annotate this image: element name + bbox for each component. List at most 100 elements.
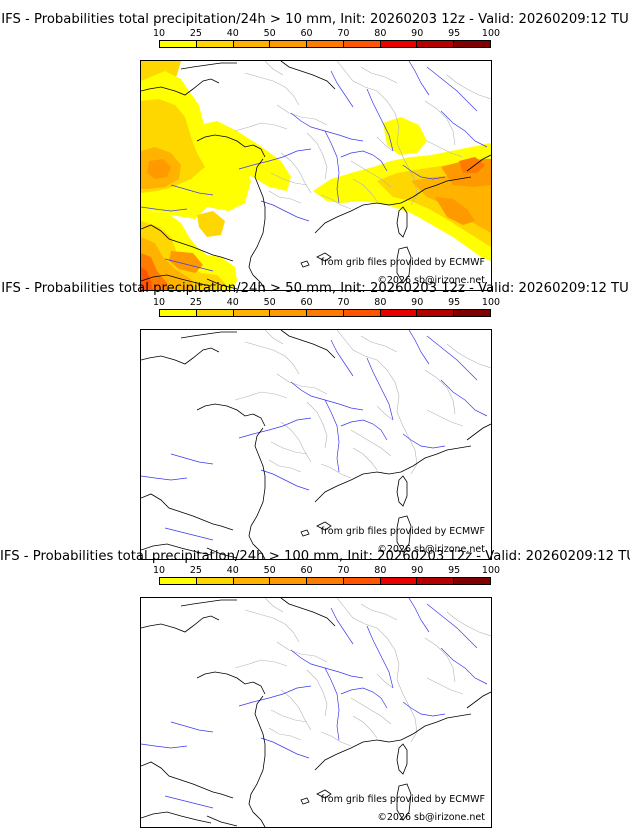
admin-border (376, 405, 394, 421)
admin-border (280, 421, 312, 463)
coastlines (141, 61, 491, 290)
coastline (141, 543, 212, 556)
colorbar-tick-label: 70 (337, 297, 350, 308)
colorbar-tick-label: 80 (374, 565, 387, 576)
admin-border (376, 136, 394, 152)
admin-border (244, 609, 300, 643)
coastline (314, 176, 472, 234)
precip-area (383, 117, 427, 155)
admin-border (270, 172, 308, 186)
colorbar-tick-label: 10 (152, 565, 166, 576)
coastline (141, 274, 212, 287)
panel-title: IFS - Probabilities total precipitation/… (0, 549, 630, 564)
admin-border (264, 598, 284, 613)
precip-area (197, 211, 225, 237)
admin-border (268, 727, 302, 741)
river (170, 184, 214, 196)
admin-border (234, 659, 288, 669)
admin-border (276, 373, 328, 395)
island-balearic (300, 252, 332, 268)
river (340, 150, 388, 172)
source-credit: from grib files provided by ECMWF (320, 257, 485, 268)
colorbar-tick-label: 40 (226, 565, 239, 576)
colorbar (159, 577, 491, 585)
coastline (180, 331, 237, 339)
map-panel-100mm: IFS - Probabilities total precipitation/… (0, 549, 630, 828)
admin-border (360, 603, 398, 621)
admin-border (264, 61, 284, 76)
admin-border (336, 61, 418, 206)
coastline (280, 598, 336, 627)
coastline (280, 330, 336, 359)
map-svg (141, 61, 491, 290)
precip-map: from grib files provided by ECMWF ©2026 … (140, 60, 492, 291)
colorbar-segment (417, 310, 455, 316)
colorbar-segment (307, 578, 344, 584)
precip-area (459, 157, 485, 173)
admin-border (424, 369, 456, 415)
admin-border (306, 401, 328, 449)
admin-border (352, 715, 378, 739)
admin-border (320, 731, 352, 747)
copyright-credit: ©2026 sb@irizone.net (377, 544, 485, 555)
coastline (206, 547, 238, 559)
map-panel-50mm: IFS - Probabilities total precipitation/… (0, 281, 630, 560)
admin-border (276, 104, 328, 126)
colorbar-segment (454, 310, 491, 316)
river (324, 130, 340, 204)
colorbar-segment (196, 41, 234, 47)
colorbar-segment (196, 578, 234, 584)
coastline (314, 713, 472, 771)
colorbar-segment (343, 41, 381, 47)
colorbar-tick-label: 50 (263, 297, 276, 308)
river (170, 721, 214, 733)
admin-border (424, 100, 456, 146)
admin-borders (234, 330, 491, 479)
river (426, 335, 478, 381)
river (324, 399, 340, 473)
colorbar-segment (307, 310, 344, 316)
river (324, 667, 340, 741)
colorbar-tick-label: 10 (152, 297, 166, 308)
colorbar-segment (233, 310, 271, 316)
admin-border (276, 641, 328, 663)
colorbar-tick-label: 95 (448, 565, 461, 576)
island-corsica (396, 206, 408, 238)
panel-title: IFS - Probabilities total precipitation/… (1, 12, 629, 27)
admin-border (350, 160, 392, 188)
colorbar-tick-label: 80 (374, 28, 387, 39)
river (408, 61, 430, 96)
precip-area (147, 159, 171, 179)
admin-border (350, 429, 392, 457)
colorbar-segment (270, 310, 308, 316)
island-sardinia (396, 515, 412, 553)
admin-border (352, 178, 378, 202)
admin-border (426, 140, 464, 158)
map-svg (141, 330, 491, 559)
map-panel-10mm: IFS - Probabilities total precipitation/… (0, 12, 630, 291)
admin-borders (234, 598, 491, 747)
river (164, 258, 214, 272)
rivers (141, 598, 488, 809)
colorbar-tick-label: 95 (448, 297, 461, 308)
coastline (206, 278, 238, 290)
admin-border (244, 341, 300, 375)
admin-border (350, 697, 392, 725)
coastline (466, 154, 491, 172)
colorbar (159, 40, 491, 48)
colorbar-segment (454, 578, 491, 584)
river (141, 743, 188, 749)
colorbar-tick-label: 100 (481, 565, 501, 576)
colorbar-segment (380, 41, 418, 47)
admin-border (268, 190, 302, 204)
rivers (141, 330, 488, 541)
river (238, 417, 312, 439)
river (402, 433, 446, 449)
rivers (141, 61, 488, 272)
coastline (248, 427, 266, 559)
admin-border (336, 330, 418, 475)
colorbar-ticks: 10 25 40 50 60 70 80 90 95 100 (153, 28, 500, 40)
river (170, 453, 214, 465)
island-corsica (396, 743, 408, 775)
coastline (196, 403, 266, 427)
